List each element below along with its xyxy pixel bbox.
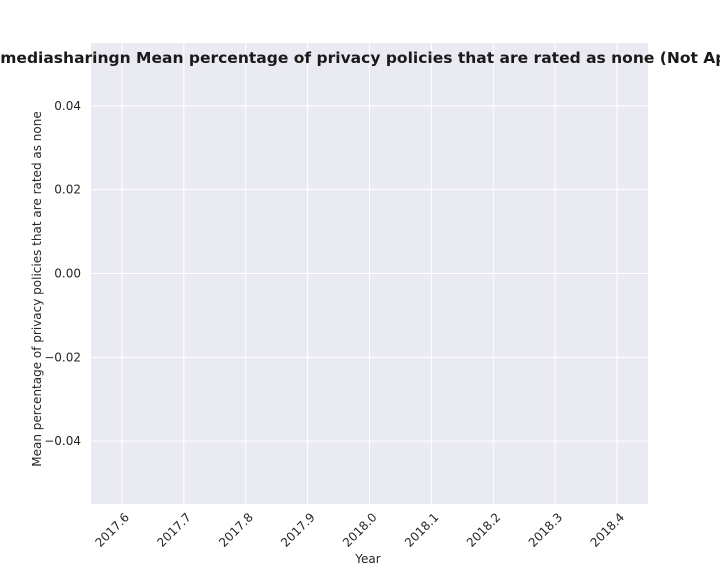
x-tick-label: 2017.9 — [278, 510, 318, 550]
x-tick-label: 2018.2 — [464, 510, 504, 550]
x-axis-label: Year — [354, 552, 380, 566]
x-tick-label: 2018.3 — [526, 510, 566, 550]
y-tick-label: −0.02 — [44, 350, 81, 364]
x-tick-label: 2017.8 — [216, 510, 256, 550]
x-tick-label: 2017.6 — [92, 510, 132, 550]
x-tick-label: 2018.0 — [340, 510, 380, 550]
y-tick-labels: −0.04 −0.02 0.00 0.02 0.04 — [44, 99, 81, 448]
y-tick-label: 0.00 — [54, 267, 81, 281]
x-tick-label: 2017.7 — [154, 510, 194, 550]
y-axis-label: Mean percentage of privacy policies that… — [30, 111, 44, 466]
chart-title: ontech;mediasharingn Mean percentage of … — [0, 49, 720, 67]
x-tick-label: 2018.4 — [588, 510, 628, 550]
y-tick-label: 0.02 — [54, 183, 81, 197]
x-tick-labels: 2017.6 2017.7 2017.8 2017.9 2018.0 2018.1 2018… — [92, 510, 627, 550]
y-tick-label: 0.04 — [54, 99, 81, 113]
grid — [91, 43, 648, 504]
x-tick-label: 2018.1 — [402, 510, 442, 550]
y-tick-label: −0.04 — [44, 434, 81, 448]
